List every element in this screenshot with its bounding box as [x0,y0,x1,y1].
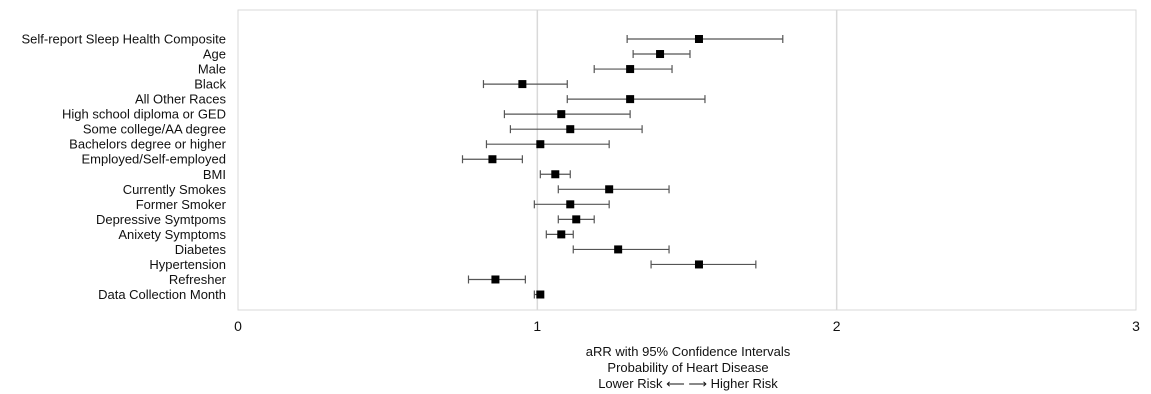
row-label: BMI [203,167,226,182]
row-label: Depressive Symtpoms [96,212,227,227]
row-label: Anixety Symptoms [118,227,226,242]
point-estimate-marker [557,110,566,119]
x-axis-label-line-2: Probability of Heart Disease [607,360,768,375]
forest-row [545,230,574,239]
forest-row [650,260,757,269]
point-estimate-marker [518,80,527,89]
point-estimate-marker [551,170,560,179]
x-tick-label: 1 [533,318,541,334]
point-estimate-marker [656,50,665,59]
point-estimate-marker [557,230,566,239]
x-axis-title: aRR with 95% Confidence Intervals Probab… [586,344,791,391]
row-label: Black [194,77,226,92]
point-estimate-marker [626,65,635,74]
forest-row [503,110,631,119]
forest-row [509,125,643,134]
forest-row [533,200,610,209]
x-tick-label: 3 [1132,318,1140,334]
x-tick-label: 0 [234,318,242,334]
row-label: Bachelors degree or higher [69,137,226,152]
point-estimate-marker [536,140,545,149]
forest-row [485,140,610,149]
forest-row [461,155,523,164]
forest-row [572,245,670,254]
forest-row [539,170,571,179]
forest-row [557,185,670,194]
row-label: Some college/AA degree [83,122,226,137]
row-label: Refresher [169,272,227,287]
forest-rows [461,35,784,299]
point-estimate-marker [694,35,703,43]
row-label: Data Collection Month [98,287,226,302]
point-estimate-marker [694,260,703,269]
point-estimate-marker [488,155,497,164]
x-tick-label: 2 [833,318,841,334]
forest-row [533,290,545,299]
forest-row [482,80,568,89]
point-estimate-marker [605,185,614,194]
forest-row [626,35,784,43]
gridlines [536,10,838,310]
x-tick-labels: 0 1 2 3 [234,318,1140,334]
row-label: Former Smoker [136,197,227,212]
point-estimate-marker [491,275,500,284]
point-estimate-marker [626,95,635,104]
forest-row [632,50,691,59]
forest-row [566,95,706,104]
row-labels: Self-report Sleep Health CompositeAgeMal… [22,32,227,303]
row-label: Hypertension [149,257,226,272]
point-estimate-marker [566,200,575,209]
row-label: High school diploma or GED [62,107,226,122]
row-label: Diabetes [175,242,227,257]
row-label: Employed/Self-employed [81,152,226,167]
row-label: Self-report Sleep Health Composite [22,32,227,47]
forest-row [557,215,595,224]
row-label: All Other Races [135,92,227,107]
row-label: Currently Smokes [123,182,227,197]
row-label: Male [198,62,226,77]
point-estimate-marker [572,215,581,224]
forest-row [593,65,673,74]
x-axis-label-line-3: Lower Risk ⟵ ⟶ Higher Risk [598,376,778,391]
point-estimate-marker [566,125,575,134]
plot-frame [237,9,1137,311]
x-axis-label-line-1: aRR with 95% Confidence Intervals [586,344,791,359]
forest-row [467,275,526,284]
point-estimate-marker [614,245,623,254]
row-label: Age [203,47,226,62]
point-estimate-marker [536,290,545,299]
